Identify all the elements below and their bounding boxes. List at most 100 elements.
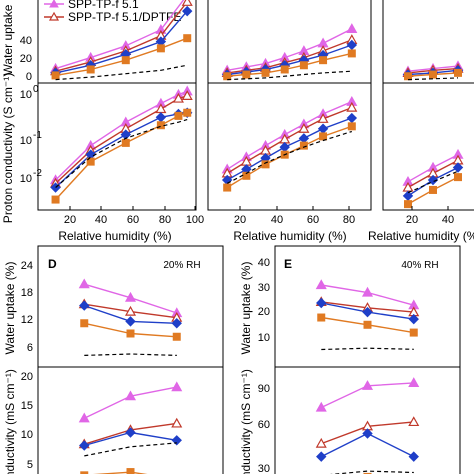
data-point-triangle (124, 305, 137, 316)
data-point-square (86, 65, 95, 74)
data-point-square (454, 173, 462, 182)
tick-label: 40 (95, 214, 107, 226)
panel-label-e: E (284, 257, 292, 271)
panel-d-y-ticks-lower: 5 10 15 20 (21, 371, 33, 471)
axis-title-proton-conductivity: Proton conductivity (S cm⁻¹) (1, 73, 15, 223)
data-point-square (223, 183, 232, 192)
chart-series-layer (50, 0, 464, 474)
series-line (55, 37, 188, 77)
data-point-triangle (171, 381, 183, 392)
data-point-square (242, 70, 251, 79)
data-point-diamond (279, 141, 290, 153)
axis-title-relative-humidity-b: Relative humidity (%) (233, 229, 346, 243)
tick-label: 80 (159, 214, 171, 226)
legend: SPP-TP-f 5.1 SPP-TP-f 5.1/DPTFE (44, 0, 181, 24)
data-point-diamond (316, 297, 327, 309)
data-point-triangle (181, 90, 193, 100)
tick-label: -2 (33, 168, 42, 179)
tick-label: 0 (26, 71, 32, 83)
data-point-square (409, 328, 418, 337)
panel-e-lower-frame (274, 366, 461, 474)
data-point-diamond (452, 162, 464, 173)
legend-marker-spp-tp-f (49, 0, 59, 8)
axis-title-water-uptake-e: Water uptake (%) (239, 262, 253, 355)
data-point-triangle (408, 416, 420, 427)
panel-a-plot (50, 0, 193, 81)
tick-label: 60 (127, 214, 139, 226)
data-point-square (80, 319, 89, 328)
panel-c-lower-plot (402, 148, 464, 209)
data-point-square (319, 132, 328, 141)
series-line (321, 347, 414, 351)
tick-label: 10 (21, 429, 33, 441)
tick-label: 80 (343, 214, 355, 226)
data-point-square (363, 320, 372, 329)
tick-label: 20 (234, 214, 246, 226)
panel-a-lower-plot (50, 85, 193, 204)
data-point-diamond (182, 5, 193, 17)
tick-label: 20 (258, 306, 270, 318)
data-point-diamond (408, 451, 419, 462)
data-point-square (404, 72, 412, 81)
data-point-square (183, 108, 192, 117)
tick-label: 30 (258, 463, 270, 474)
data-point-square (126, 329, 135, 338)
data-point-square (347, 122, 356, 131)
data-point-diamond (298, 133, 310, 144)
tick-label: 24 (21, 260, 33, 272)
panel-b-plot (221, 23, 358, 81)
data-point-square (317, 313, 326, 322)
data-point-triangle (317, 113, 329, 123)
data-point-square (121, 138, 130, 147)
data-point-triangle (78, 412, 90, 423)
data-point-square (86, 157, 95, 166)
tick-label: -1 (33, 130, 42, 141)
data-point-triangle (346, 101, 358, 112)
data-point-square (51, 71, 60, 80)
data-point-triangle (346, 23, 358, 33)
axis-title-water-uptake-d: Water uptake (%) (3, 262, 17, 355)
panel-b-x-ticks: 20 40 60 80 (234, 214, 355, 226)
data-point-diamond (125, 427, 136, 438)
data-point-triangle (78, 278, 90, 289)
tick-label: 40 (258, 257, 270, 269)
series-line (226, 130, 352, 184)
data-point-triangle (361, 380, 374, 390)
tick-label: 40 (442, 214, 454, 226)
panel-b-lower-frame (207, 82, 372, 211)
tick-label: 12 (21, 314, 33, 326)
data-point-triangle (181, 0, 193, 6)
annotation-20-rh: 20% RH (163, 260, 200, 271)
data-point-square (299, 141, 308, 150)
tick-marks (69, 206, 449, 210)
data-point-triangle (315, 437, 327, 448)
series-line (227, 70, 352, 81)
tick-label: 60 (258, 419, 270, 431)
data-point-square (126, 468, 135, 474)
tick-label: 15 (21, 400, 33, 412)
data-point-diamond (155, 112, 167, 123)
data-point-square (299, 61, 308, 70)
data-point-diamond (79, 300, 90, 311)
panel-a-lower-frame (37, 82, 197, 211)
data-point-square (223, 72, 232, 81)
data-point-diamond (362, 428, 373, 439)
tick-label: 10 (20, 173, 32, 185)
series-line (55, 112, 188, 189)
data-point-square (261, 68, 270, 77)
panel-label-d: D (48, 257, 57, 271)
panel-e-lower-plot (315, 377, 420, 474)
tick-label: 60 (307, 214, 319, 226)
panel-b-lower-plot (221, 96, 358, 192)
panel-c-lower-frame (382, 82, 474, 211)
tick-label: 90 (258, 383, 270, 395)
legend-label-spp-tp-f-dptfe: SPP-TP-f 5.1/DPTFE (68, 10, 181, 24)
tick-label: 5 (27, 459, 33, 471)
data-point-square (429, 185, 437, 194)
tick-label: 20 (406, 214, 418, 226)
tick-label: 10 (258, 332, 270, 344)
axis-title-conductivity-d: conductivity (mS cm⁻¹) (3, 369, 17, 474)
panel-e-plot (315, 279, 420, 351)
tick-label: 20 (20, 53, 32, 65)
axis-title-relative-humidity-a: Relative humidity (%) (58, 229, 171, 243)
